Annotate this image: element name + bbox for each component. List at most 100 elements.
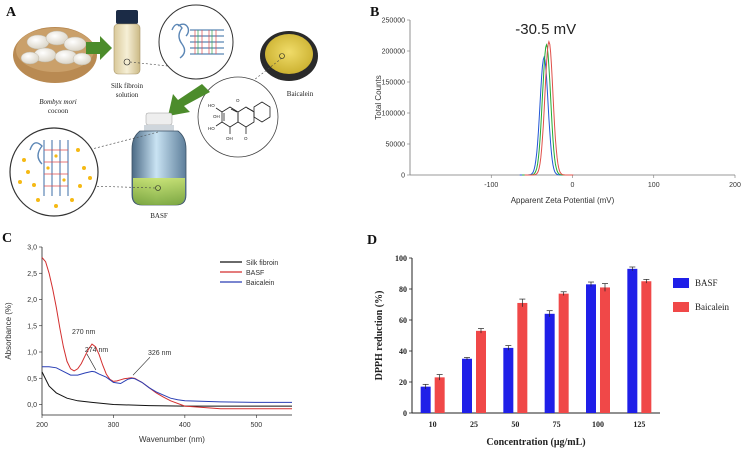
x-axis-title: Concentration (μg/mL)	[486, 437, 585, 448]
chem-label-oh-4: OH	[213, 114, 220, 119]
y-tick-label: 1,0	[27, 350, 37, 357]
bar-basf	[544, 313, 555, 413]
y-tick-label: 0	[403, 409, 407, 418]
legend-label: Silk fibroin	[246, 260, 278, 267]
y-tick-label: 60	[399, 316, 407, 325]
y-tick-label: 1,5	[27, 323, 37, 330]
panel-b: B 0 50000 100000 150000 200000 250000 -100 0 100…	[370, 5, 741, 205]
chem-label-o-1: O	[236, 98, 240, 103]
series-silk-fibroin	[41, 371, 292, 407]
x-tick-label: 50	[511, 420, 519, 429]
series-basf	[41, 257, 292, 410]
y-tick-label: 200000	[382, 49, 405, 56]
baicalein-caption: Baicalein	[287, 90, 314, 98]
y-tick-label: 250000	[382, 18, 405, 25]
panel-a-label: A	[6, 5, 17, 20]
silk-caption-line2: solution	[116, 91, 139, 99]
panel-b-label: B	[370, 5, 379, 20]
bar-basf	[503, 347, 514, 413]
baicalein-powder-bowl	[260, 31, 318, 81]
panel-d-label: D	[367, 233, 377, 248]
legend-swatch-basf	[673, 278, 689, 288]
annotation-arrow	[132, 356, 151, 376]
x-tick-label: 10	[429, 420, 437, 429]
y-tick-label: 150000	[382, 80, 405, 87]
x-tick-label: 200	[729, 182, 741, 189]
panel-d: D 0 20 40 60 80 100 10 25 50 75 100 125 Concentratio…	[367, 233, 729, 448]
legend-label: BASF	[246, 270, 264, 277]
process-arrow-down-left	[168, 84, 210, 116]
x-tick-label: 25	[470, 420, 478, 429]
chem-label-ho-1: HO	[208, 103, 215, 108]
y-tick-label: 50000	[386, 142, 406, 149]
silk-protein-structure-zoom	[158, 4, 234, 80]
legend-label-basf: BASF	[695, 278, 718, 288]
x-tick-label: 200	[36, 422, 48, 429]
y-axis-title: Absorbance (%)	[4, 302, 13, 360]
dpph-bar-chart: 0 20 40 60 80 100 10 25 50 75 100 125 Concentration …	[374, 254, 729, 448]
x-tick-label: 75	[553, 420, 561, 429]
y-axis-title: Total Counts	[374, 75, 383, 119]
y-tick-label: 100	[395, 254, 407, 263]
chem-label-o-2: O	[244, 136, 248, 141]
series-baicalein	[42, 366, 292, 403]
chem-label-ho-2: HO	[208, 126, 215, 131]
x-tick-label: 125	[633, 420, 645, 429]
x-tick-label: 400	[179, 422, 191, 429]
bar-baicalein	[641, 281, 652, 413]
chart-title-zeta-value: -30.5 mV	[515, 21, 576, 38]
y-tick-label: 40	[399, 347, 407, 356]
bar-basf	[586, 284, 596, 413]
annotation-label: 270 nm	[72, 329, 96, 336]
bar-baicalein	[517, 302, 528, 413]
zeta-series-3	[524, 40, 574, 176]
absorbance-spectrum-chart: 0,0 0,5 1,0 1,5 2,0 2,5 3,0 200 300 400 500 Wavenum…	[4, 245, 292, 444]
panel-a: A Bombyx mori cocoon Silk fibroin soluti…	[6, 4, 318, 220]
annotation-arrow	[86, 353, 97, 371]
basf-bottle-illustration	[131, 112, 187, 206]
bar-baicalein	[558, 293, 569, 413]
annotation-label: 326 nm	[148, 350, 172, 357]
cocoon-caption: cocoon	[48, 107, 69, 115]
silk-caption-line1: Silk fibroin	[111, 82, 144, 90]
legend-label-baicalein: Baicalein	[695, 302, 729, 312]
cocoon-caption-species: Bombyx mori	[39, 98, 77, 106]
y-tick-label: 100000	[382, 111, 405, 118]
x-tick-label: 100	[592, 420, 604, 429]
y-tick-label: 2,0	[27, 297, 37, 304]
bar-baicalein	[434, 377, 445, 413]
legend-swatch-baicalein	[673, 302, 689, 312]
bar-basf	[627, 268, 638, 413]
panel-c-label: C	[2, 231, 12, 246]
basf-nanostructure-zoom	[9, 127, 99, 217]
y-tick-label: 2,5	[27, 271, 37, 278]
process-arrow-right	[86, 36, 112, 60]
bar-baicalein	[600, 287, 610, 413]
x-tick-label: 300	[108, 422, 120, 429]
x-axis-title: Apparent Zeta Potential (mV)	[511, 196, 615, 205]
chem-label-oh-3: OH	[226, 136, 233, 141]
x-axis-title: Wavenumber (nm)	[139, 435, 205, 444]
y-tick-label: 0	[401, 173, 405, 180]
zeta-potential-chart: 0 50000 100000 150000 200000 250000 -100 0 100 20…	[374, 18, 741, 206]
bar-baicalein	[476, 330, 486, 413]
cocoon-basket-illustration	[13, 27, 97, 83]
y-axis-title: DPPH reduction (%)	[374, 291, 385, 381]
y-tick-label: 20	[399, 378, 407, 387]
panel-c: C 0,0 0,5 1,0 1,5 2,0 2,5 3,0 200 300 400 500 Waven…	[2, 231, 292, 444]
bar-basf	[462, 358, 472, 413]
x-tick-label: 0	[571, 182, 575, 189]
legend-label: Baicalein	[246, 280, 275, 287]
x-tick-label: 100	[648, 182, 660, 189]
y-tick-label: 0,0	[27, 402, 37, 409]
x-tick-label: -100	[484, 182, 498, 189]
x-tick-label: 500	[250, 422, 262, 429]
product-caption: BASF	[150, 212, 168, 220]
y-tick-label: 3,0	[27, 245, 37, 252]
y-tick-label: 0,5	[27, 376, 37, 383]
y-tick-label: 80	[399, 285, 407, 294]
bar-basf	[420, 386, 431, 413]
annotation-label: 274 nm	[85, 347, 109, 354]
silk-fibroin-vial-illustration	[113, 10, 141, 75]
